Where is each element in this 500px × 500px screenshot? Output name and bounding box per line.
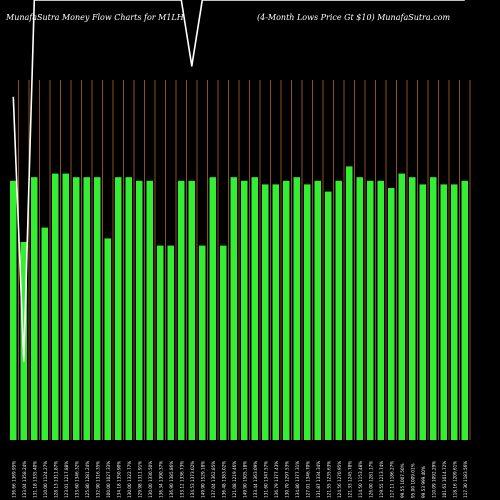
x-tick-label: 110.00 1124.27% [43, 461, 48, 498]
bar [282, 180, 290, 441]
x-tick-label: 121.08 1219.46% [232, 461, 237, 498]
bar [146, 180, 154, 441]
bar [114, 177, 122, 440]
x-tick-label: 134.18 1350.90% [116, 461, 121, 498]
x-tick-label: 117.11 1186.27% [389, 461, 394, 498]
x-tick-label: 132.90 1316.35% [95, 461, 100, 498]
bar [335, 180, 343, 441]
x-tick-label: 130.00 1322.77% [127, 461, 132, 498]
bar [125, 177, 133, 440]
x-tick-label: 128.13 1311.87% [53, 461, 58, 498]
x-tick-label: 136.66 1369.95% [11, 461, 16, 498]
x-tick-label: 133.44 1363.09% [253, 461, 258, 498]
bar [198, 245, 206, 440]
chart-title-left: MunafaSutra Money Flow Charts for M1LH [6, 13, 184, 22]
bar [293, 177, 301, 440]
x-tick-label: 124.56 1270.95% [337, 461, 342, 498]
bar [177, 180, 185, 441]
bar [9, 180, 17, 441]
x-tick-label: 134.53 1373.02% [190, 461, 195, 498]
bar [324, 191, 332, 440]
x-tick-label: 136.48 1383.02% [221, 461, 226, 498]
x-tick-label: 114.50 1153.48% [358, 461, 363, 498]
x-tick-label: 131.18 1335.40% [32, 461, 37, 498]
x-tick-label: 95.00 1009.01% [410, 463, 415, 498]
bar [356, 177, 364, 440]
bar [72, 177, 80, 440]
x-tick-labels: 136.66 1369.95% 133.04 1358.24% 131.18 133… [11, 461, 468, 498]
bar [251, 177, 259, 440]
bar [429, 177, 437, 440]
bar [314, 180, 322, 441]
bar [440, 184, 448, 440]
x-tick-label: 149.90 1505.18% [242, 461, 247, 498]
bar [261, 184, 269, 440]
bar [51, 173, 59, 440]
grid-lines [18, 80, 471, 440]
x-tick-label: 99.55 1007.50% [400, 463, 405, 498]
x-tick-label: 134.80 1377.31% [295, 461, 300, 498]
bar [188, 180, 196, 441]
bar [272, 184, 280, 440]
chart-title-right: (4-Month Lows Price Gt $10) MunafaSutra.… [257, 13, 451, 22]
x-tick-label: 123.01 1217.88% [64, 461, 69, 498]
bar [135, 180, 143, 441]
bar [104, 238, 112, 440]
x-tick-label: 100.00 1027.33% [106, 461, 111, 498]
x-tick-label: 127.01 1346.70% [305, 461, 310, 498]
bar [366, 180, 374, 441]
x-tick-label: 119.55 1213.74% [379, 461, 384, 498]
bar [209, 177, 217, 440]
bars [9, 166, 469, 441]
x-tick-label: 121.33 1245.78% [347, 461, 352, 498]
bar [419, 184, 427, 440]
x-tick-label: 125.80 1281.24% [85, 461, 90, 498]
x-tick-label: 133.60 1346.32% [74, 461, 79, 498]
bar [398, 173, 406, 440]
x-tick-label: 149.90 1529.18% [200, 461, 205, 498]
bar [93, 177, 101, 440]
bar [345, 166, 353, 440]
bar [62, 173, 70, 440]
bar [240, 180, 248, 441]
bar [167, 245, 175, 440]
x-tick-label: 118.16 1209.61% [452, 461, 457, 498]
bar [30, 177, 38, 440]
x-tick-label: 137.04 1362.85% [211, 461, 216, 498]
bar [461, 180, 469, 441]
bar [156, 245, 164, 440]
bar [41, 227, 49, 440]
x-tick-label: 133.12 1336.73% [179, 461, 184, 498]
bar [219, 245, 227, 440]
bar [230, 177, 238, 440]
x-tick-label: 130.70 1297.53% [284, 461, 289, 498]
bar [408, 177, 416, 440]
x-tick-label: 131.60 1347.57% [263, 461, 268, 498]
x-tick-label: 101.61 1014.72% [442, 461, 447, 498]
x-tick-label: 129.98 1311.91% [137, 461, 142, 498]
x-tick-label: 121.55 1235.63% [326, 461, 331, 498]
x-tick-label: 136.79 1377.43% [274, 461, 279, 498]
x-tick-label: 136.90 1385.86% [169, 461, 174, 498]
x-tick-label: 126.00 1281.17% [368, 461, 373, 498]
x-tick-label: 136.34 1390.37% [158, 461, 163, 498]
x-tick-label: 99.53 999.40% [421, 466, 426, 498]
bar [387, 188, 395, 440]
bar [83, 177, 91, 440]
x-tick-label: 133.04 1358.24% [22, 461, 27, 498]
x-tick-label: 117.30 1183.56% [463, 461, 468, 498]
bar [303, 184, 311, 440]
x-tick-label: 130.00 1330.50% [148, 461, 153, 498]
bar [377, 180, 385, 441]
x-tick-label: 131.87 1334.34% [316, 461, 321, 498]
bar [450, 184, 458, 440]
x-tick-label: 110.09 1092.29% [431, 461, 436, 498]
